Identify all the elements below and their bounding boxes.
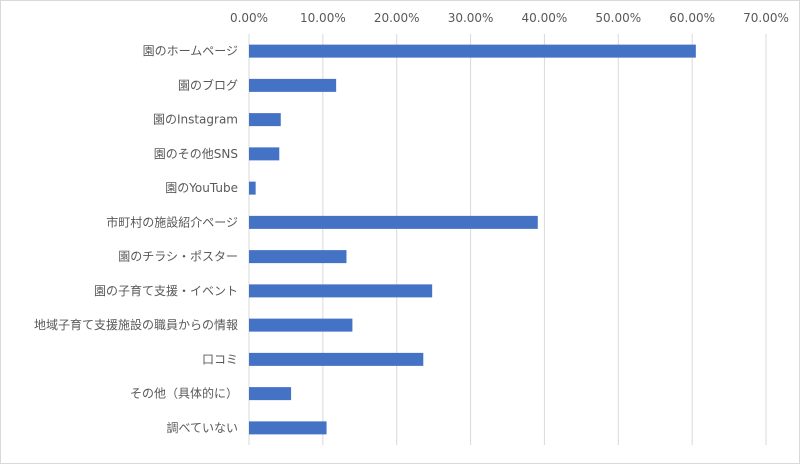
x-tick-label: 0.00%: [230, 11, 268, 25]
category-label: その他（具体的に）: [130, 386, 238, 401]
category-label: 調べていない: [166, 421, 238, 435]
bar: [249, 250, 347, 264]
x-tick-label: 20.00%: [374, 11, 420, 25]
x-tick-label: 50.00%: [595, 11, 641, 25]
bar: [249, 147, 280, 161]
x-axis-ticks: 0.00% 10.00% 20.00% 30.00% 40.00% 50.00% 60.00…: [230, 11, 789, 25]
bars: [249, 44, 696, 435]
category-label: 口コミ: [202, 352, 238, 366]
bar: [249, 421, 327, 435]
x-tick-label: 70.00%: [743, 11, 789, 25]
bar: [249, 352, 424, 366]
bar: [249, 113, 281, 127]
category-label: 園の子育て支援・イベント: [94, 283, 238, 298]
x-tick-label: 30.00%: [448, 11, 494, 25]
category-label: 園のブログ: [178, 77, 238, 92]
category-label: 園のYouTube: [165, 181, 238, 195]
gridlines: [248, 34, 767, 445]
bar: [249, 78, 337, 92]
bar: [249, 387, 292, 401]
bar: [249, 318, 353, 332]
x-tick-label: 40.00%: [522, 11, 568, 25]
category-label: 市町村の施設紹介ページ: [106, 214, 238, 229]
category-label: 園のInstagram: [153, 113, 238, 127]
category-label: 園のチラシ・ポスター: [118, 250, 238, 264]
category-label: 地域子育て支援施設の職員からの情報: [34, 317, 238, 332]
x-tick-label: 10.00%: [300, 11, 346, 25]
category-label: 園のホームページ: [143, 44, 238, 58]
x-tick-label: 60.00%: [669, 11, 715, 25]
bar: [249, 181, 256, 195]
bar: [249, 215, 538, 229]
bar: [249, 284, 433, 298]
category-label: 園のその他SNS: [154, 147, 238, 161]
bar: [249, 44, 696, 58]
